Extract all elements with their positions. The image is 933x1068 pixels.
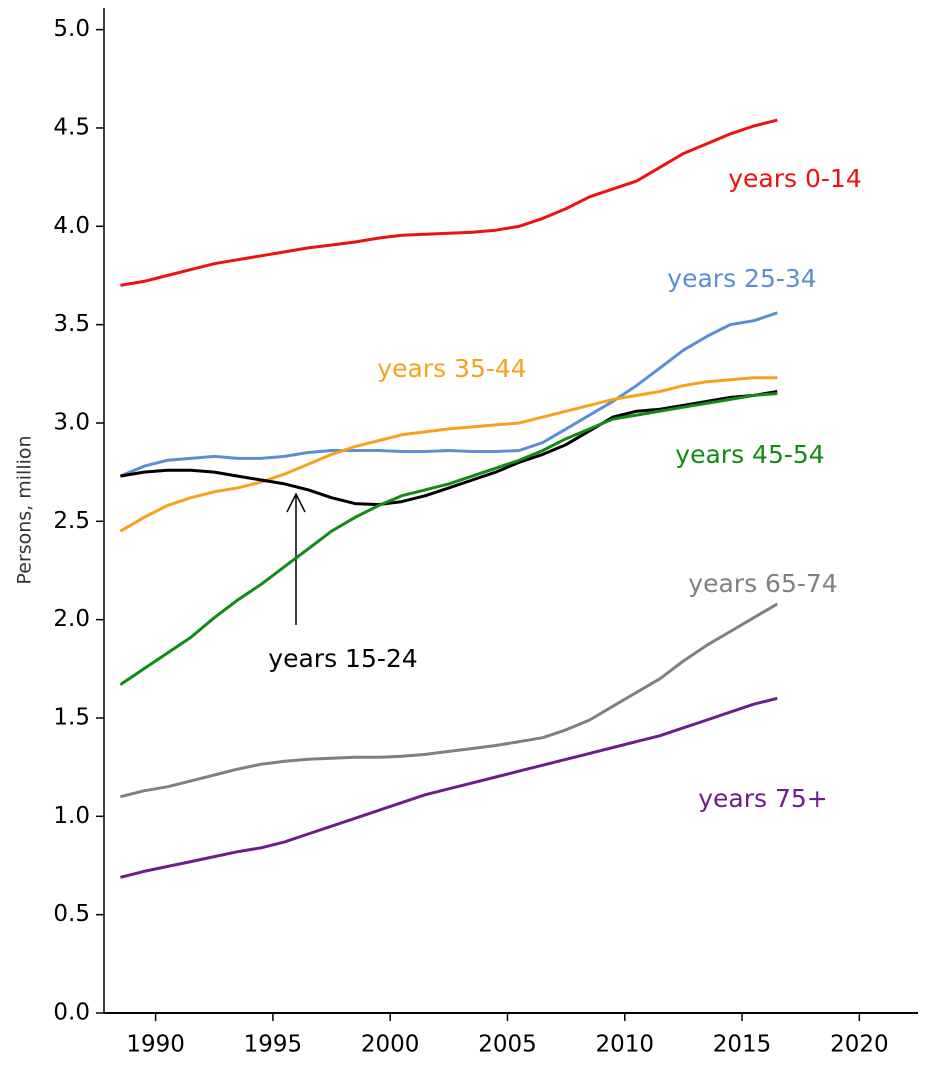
x-tick-label: 2005 bbox=[478, 1032, 537, 1058]
y-axis-label: Persons, million bbox=[14, 435, 36, 584]
y-tick-label: 1.0 bbox=[53, 803, 90, 829]
series-label: years 35-44 bbox=[377, 354, 526, 383]
x-tick-label: 1990 bbox=[126, 1032, 185, 1058]
series-label: years 75+ bbox=[698, 784, 828, 813]
series-line bbox=[119, 392, 778, 686]
x-tick-label: 2020 bbox=[830, 1032, 889, 1058]
y-tick-label: 2.0 bbox=[53, 606, 90, 632]
annotation-arrowhead bbox=[286, 492, 306, 513]
series-line bbox=[120, 118, 778, 287]
series-label: years 0-14 bbox=[728, 164, 861, 193]
y-tick-label: 5.0 bbox=[53, 16, 90, 42]
y-tick-label: 3.0 bbox=[53, 409, 90, 435]
y-tick-label: 4.5 bbox=[53, 114, 90, 140]
x-tick-label: 2000 bbox=[361, 1032, 420, 1058]
y-tick-label: 0.0 bbox=[53, 1000, 90, 1026]
series-label: years 45-54 bbox=[675, 440, 824, 469]
series-label: years 65-74 bbox=[688, 569, 837, 598]
series-line bbox=[119, 376, 778, 533]
y-tick-label: 2.5 bbox=[53, 508, 90, 534]
series-line bbox=[119, 311, 778, 478]
series-line bbox=[120, 696, 778, 879]
y-tick-label: 4.0 bbox=[53, 213, 90, 239]
y-tick-label: 3.5 bbox=[53, 311, 90, 337]
y-tick-label: 0.5 bbox=[53, 901, 90, 927]
y-tick-label: 1.5 bbox=[53, 704, 90, 730]
series-line bbox=[120, 390, 778, 507]
series-label: years 25-34 bbox=[667, 264, 816, 293]
x-tick-label: 2010 bbox=[595, 1032, 654, 1058]
series-label: years 15-24 bbox=[268, 644, 417, 673]
x-tick-label: 2015 bbox=[713, 1032, 772, 1058]
x-tick-label: 1995 bbox=[244, 1032, 303, 1058]
series-line bbox=[120, 602, 779, 799]
